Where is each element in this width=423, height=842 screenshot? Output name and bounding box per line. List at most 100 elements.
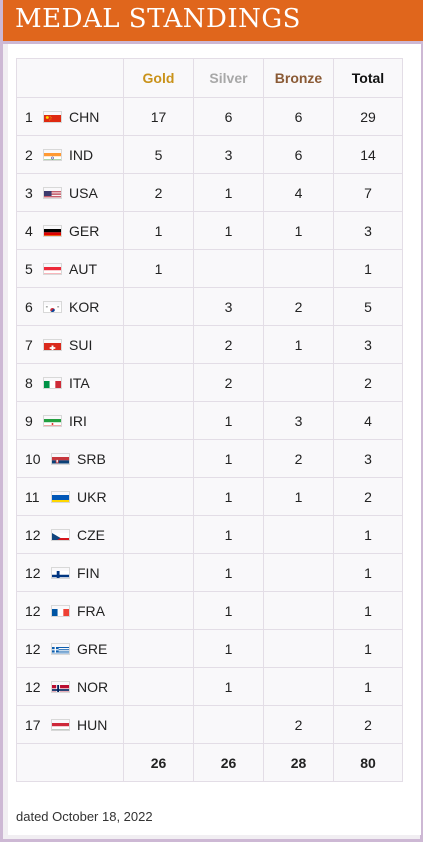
country-code: HUN <box>77 717 108 733</box>
total-silver: 26 <box>193 743 264 782</box>
rank-label: 6 <box>25 299 33 315</box>
table-row: 3 USA 2 1 4 7 <box>16 173 403 212</box>
widget-title: MEDAL STANDINGS <box>15 4 301 34</box>
total-count: 3 <box>333 439 403 478</box>
germany-flag-icon <box>43 225 62 237</box>
silver-count: 1 <box>193 629 264 668</box>
rank-label: 12 <box>25 527 41 543</box>
total-gold: 26 <box>123 743 194 782</box>
silver-count: 1 <box>193 515 264 554</box>
table-row: 12 FRA 1 1 <box>16 591 403 630</box>
total-count: 7 <box>333 173 403 212</box>
total-count: 1 <box>333 553 403 592</box>
serbia-flag-icon <box>51 453 70 465</box>
silver-count: 2 <box>193 363 264 402</box>
country-code: KOR <box>69 299 100 315</box>
nation-cell: 12 GRE <box>16 629 124 668</box>
rank-label: 10 <box>25 451 41 467</box>
silver-count: 2 <box>193 325 264 364</box>
country-code: CHN <box>69 109 100 125</box>
nation-cell: 11 UKR <box>16 477 124 516</box>
nation-cell: 2 IND <box>16 135 124 174</box>
czech-flag-icon <box>51 529 70 541</box>
nation-cell: 12 FIN <box>16 553 124 592</box>
gold-count <box>123 591 194 630</box>
bronze-count: 4 <box>263 173 334 212</box>
gold-count: 1 <box>123 249 194 288</box>
rank-label: 5 <box>25 261 33 277</box>
nation-cell: 5 AUT <box>16 249 124 288</box>
table-row: 12 GRE 1 1 <box>16 629 403 668</box>
header-total: Total <box>333 58 403 98</box>
country-code: USA <box>69 185 98 201</box>
silver-count: 3 <box>193 287 264 326</box>
widget-header: MEDAL STANDINGS <box>3 0 423 44</box>
gold-count: 1 <box>123 211 194 250</box>
nation-cell: 6 KOR <box>16 287 124 326</box>
table-row: 12 CZE 1 1 <box>16 515 403 554</box>
silver-count: 1 <box>193 401 264 440</box>
gold-count <box>123 667 194 706</box>
rank-label: 4 <box>25 223 33 239</box>
nation-cell: 9 IRI <box>16 401 124 440</box>
bronze-count: 1 <box>263 325 334 364</box>
total-count: 1 <box>333 249 403 288</box>
nation-cell: 1 CHN <box>16 97 124 136</box>
table-row: 1 CHN 17 6 6 29 <box>16 97 403 136</box>
total-bronze: 28 <box>263 743 334 782</box>
bronze-count <box>263 591 334 630</box>
gold-count: 2 <box>123 173 194 212</box>
bronze-count: 6 <box>263 135 334 174</box>
nation-cell: 4 GER <box>16 211 124 250</box>
country-code: FIN <box>77 565 100 581</box>
rank-label: 12 <box>25 565 41 581</box>
gold-count <box>123 363 194 402</box>
india-flag-icon <box>43 149 62 161</box>
rank-label: 17 <box>25 717 41 733</box>
country-code: ITA <box>69 375 90 391</box>
rank-label: 1 <box>25 109 33 125</box>
china-flag-icon <box>43 111 62 123</box>
bronze-count <box>263 667 334 706</box>
silver-count: 1 <box>193 477 264 516</box>
table-row: 12 FIN 1 1 <box>16 553 403 592</box>
total-all: 80 <box>333 743 403 782</box>
dated-note: dated October 18, 2022 <box>16 809 153 824</box>
bronze-count: 3 <box>263 401 334 440</box>
hungary-flag-icon <box>51 719 70 731</box>
bronze-count: 6 <box>263 97 334 136</box>
gold-count <box>123 553 194 592</box>
total-count: 2 <box>333 705 403 744</box>
bronze-count: 2 <box>263 705 334 744</box>
silver-count: 1 <box>193 211 264 250</box>
header-nation <box>16 58 124 98</box>
header-gold: Gold <box>123 58 194 98</box>
header-row: Gold Silver Bronze Total <box>16 58 403 98</box>
nation-cell: 10 SRB <box>16 439 124 478</box>
france-flag-icon <box>51 605 70 617</box>
austria-flag-icon <box>43 263 62 275</box>
nation-cell: 12 FRA <box>16 591 124 630</box>
norway-flag-icon <box>51 681 70 693</box>
country-code: AUT <box>69 261 97 277</box>
country-code: IRI <box>69 413 87 429</box>
bronze-count <box>263 249 334 288</box>
table-row: 17 HUN 2 2 <box>16 705 403 744</box>
gold-count <box>123 439 194 478</box>
total-count: 1 <box>333 591 403 630</box>
bronze-count: 2 <box>263 439 334 478</box>
country-code: SUI <box>69 337 93 353</box>
nation-cell: 7 SUI <box>16 325 124 364</box>
total-count: 1 <box>333 667 403 706</box>
country-code: SRB <box>77 451 106 467</box>
total-count: 3 <box>333 211 403 250</box>
silver-count: 1 <box>193 439 264 478</box>
country-code: GER <box>69 223 100 239</box>
nation-cell: 12 NOR <box>16 667 124 706</box>
totals-row: 26 26 28 80 <box>16 743 403 782</box>
bronze-count <box>263 363 334 402</box>
total-count: 29 <box>333 97 403 136</box>
silver-count: 1 <box>193 173 264 212</box>
nation-cell: 12 CZE <box>16 515 124 554</box>
table-row: 7 SUI 2 1 3 <box>16 325 403 364</box>
